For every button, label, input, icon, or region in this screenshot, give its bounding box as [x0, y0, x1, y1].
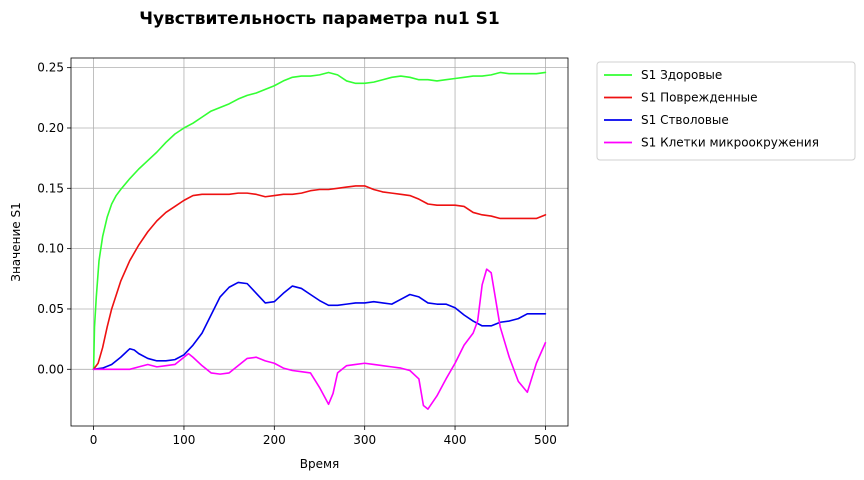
x-tick-label: 400	[444, 433, 467, 447]
series-line-1	[92, 71, 547, 371]
y-tick-label: 0.10	[37, 242, 64, 256]
plot-frame	[70, 57, 569, 427]
x-tick-label: 500	[534, 433, 557, 447]
x-axis-label: Время	[300, 457, 340, 471]
series-line-2	[92, 185, 547, 371]
y-tick-label: 0.20	[37, 121, 64, 135]
x-tick-label: 300	[353, 433, 376, 447]
legend-label: S1 Здоровые	[641, 68, 722, 82]
y-tick-label: 0.00	[37, 362, 64, 376]
legend-label: S1 Клетки микроокружения	[641, 136, 819, 150]
x-tick-label: 100	[173, 433, 196, 447]
series-lines	[92, 71, 547, 410]
legend-box	[596, 61, 856, 161]
legend-label: S1 Поврежденные	[641, 91, 758, 105]
series-line-4	[92, 268, 547, 410]
y-tick-label: 0.25	[37, 61, 64, 75]
x-tick-label: 200	[263, 433, 286, 447]
x-tick-label: 0	[90, 433, 98, 447]
y-axis-ticks: 0.00 0.05 0.10 0.15 0.20 0.25	[37, 61, 71, 376]
chart-title: Чувствительность параметра nu1 S1	[139, 9, 500, 29]
series-line-3	[92, 281, 547, 371]
legend-label: S1 Стволовые	[641, 113, 729, 127]
y-tick-label: 0.15	[37, 181, 64, 195]
x-axis-ticks: 0 100 200 300 400 500	[90, 426, 557, 447]
legend: S1 Здоровые S1 Поврежденные S1 Стволовые S1…	[596, 61, 856, 161]
y-tick-label: 0.05	[37, 302, 64, 316]
grid	[71, 58, 568, 426]
y-axis-label: Значение S1	[9, 202, 23, 281]
